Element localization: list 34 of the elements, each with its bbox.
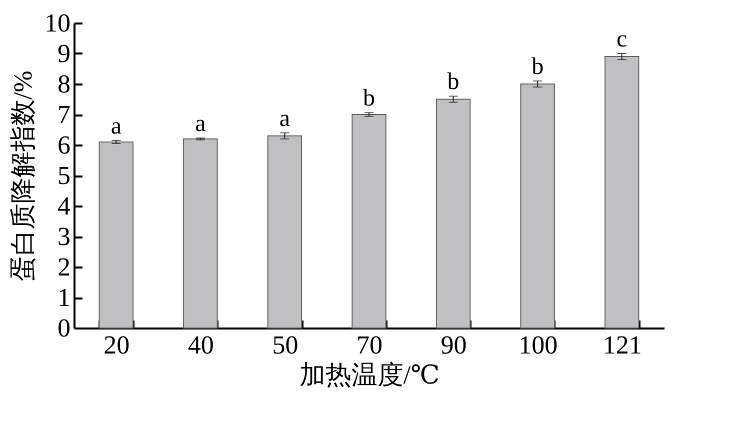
annotation: c (616, 26, 628, 52)
bar (98, 141, 134, 328)
y-tick-label: 2 (58, 252, 70, 282)
annotation: b (363, 86, 375, 112)
y-tick-label: 4 (58, 192, 70, 220)
bar (436, 98, 471, 328)
x-tick-label: 20 (104, 330, 130, 360)
annotation: b (447, 69, 460, 96)
y-tick-label: 9 (58, 39, 70, 68)
y-tick-label: 10 (44, 8, 70, 38)
y-tick-label: 1 (58, 283, 70, 312)
x-tick-label: 70 (356, 330, 382, 360)
x-tick-label: 100 (518, 330, 558, 360)
x-axis-title: 加热温度/℃ (299, 360, 440, 390)
y-tick-label: 3 (58, 222, 70, 251)
y-tick-label: 8 (58, 70, 70, 98)
y-tick-label: 7 (58, 100, 70, 129)
y-axis-title: 蛋白质降解指数/% (8, 70, 38, 282)
bar (352, 114, 386, 328)
annotation: a (195, 110, 206, 137)
y-tick-label: 0 (58, 314, 70, 342)
annotation: b (532, 54, 544, 80)
bar (520, 84, 555, 328)
y-tick-label: 6 (58, 130, 70, 160)
annotation: a (110, 113, 122, 140)
bar (267, 135, 302, 328)
x-tick-label: 121 (602, 330, 642, 360)
x-tick-label: 90 (440, 330, 467, 360)
bar (604, 56, 640, 328)
x-tick-label: 40 (188, 330, 214, 360)
annotation: a (279, 106, 290, 132)
y-tick-label: 5 (58, 161, 70, 190)
bar (183, 138, 218, 328)
x-tick-label: 50 (272, 330, 298, 360)
